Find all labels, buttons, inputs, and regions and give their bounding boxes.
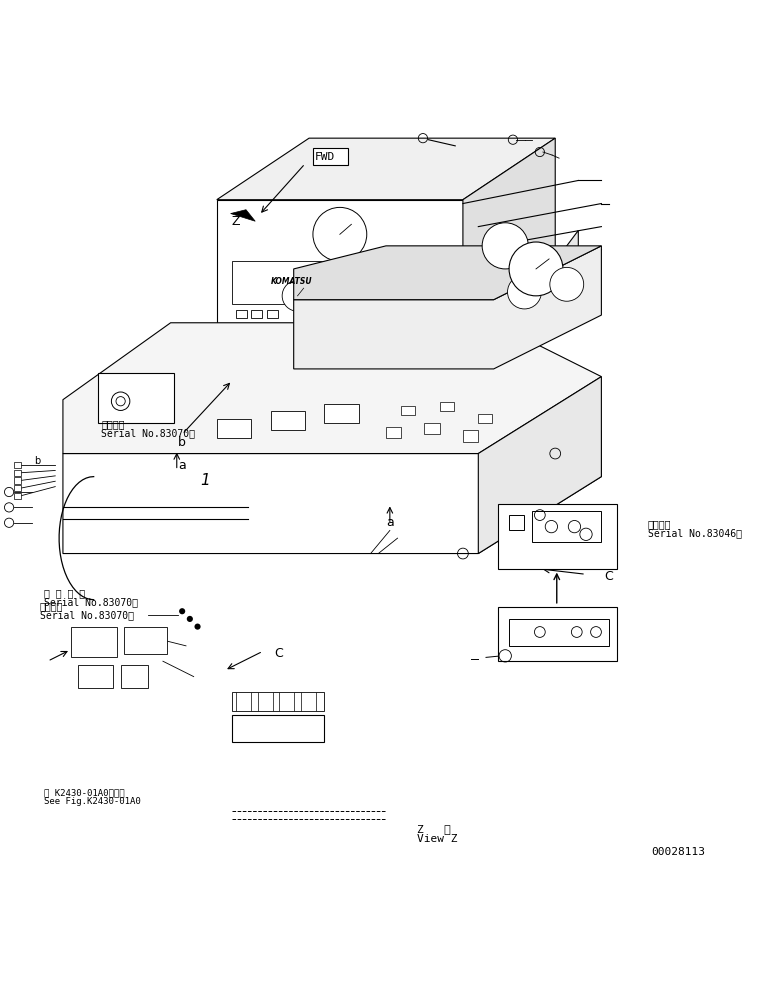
Text: C: C	[604, 570, 614, 584]
Bar	[70, 627, 117, 657]
Text: Z: Z	[232, 215, 240, 227]
Polygon shape	[479, 377, 601, 554]
Bar	[120, 665, 147, 688]
Text: 1: 1	[201, 473, 210, 488]
Polygon shape	[217, 200, 463, 323]
Bar	[425, 423, 440, 434]
Text: KOMATSU: KOMATSU	[271, 277, 312, 286]
Text: C: C	[274, 647, 283, 660]
Polygon shape	[463, 230, 578, 323]
Bar	[97, 373, 174, 423]
Polygon shape	[63, 323, 601, 454]
Text: 適用号機: 適用号機	[101, 419, 125, 429]
Polygon shape	[232, 261, 401, 303]
Text: 00028113: 00028113	[652, 847, 706, 857]
Bar	[236, 692, 252, 711]
Text: b: b	[34, 456, 40, 465]
Circle shape	[179, 608, 185, 614]
Circle shape	[195, 624, 201, 630]
Bar	[279, 692, 294, 711]
Text: a: a	[386, 517, 394, 529]
Bar	[386, 427, 401, 438]
Polygon shape	[293, 246, 601, 300]
Text: Serial No.83070～: Serial No.83070～	[40, 610, 134, 621]
Bar	[217, 419, 252, 438]
Bar	[267, 311, 278, 318]
Bar	[232, 692, 324, 711]
Text: FWD: FWD	[314, 153, 334, 162]
Bar	[271, 411, 305, 430]
Bar	[15, 462, 22, 468]
Text: See Fig.K2430-01A0: See Fig.K2430-01A0	[44, 797, 141, 806]
Circle shape	[282, 280, 313, 311]
Bar	[15, 469, 22, 476]
Circle shape	[509, 242, 563, 296]
Bar	[440, 402, 454, 411]
Bar	[78, 665, 113, 688]
Bar	[479, 413, 493, 423]
Text: Serial No.83070～: Serial No.83070～	[44, 597, 137, 607]
Circle shape	[507, 276, 541, 309]
Text: 適用号機: 適用号機	[40, 601, 63, 611]
Circle shape	[482, 222, 528, 269]
Bar	[232, 715, 324, 742]
Text: a: a	[178, 459, 186, 471]
Bar	[378, 318, 388, 325]
Bar	[313, 149, 347, 165]
Text: View Z: View Z	[417, 833, 457, 843]
Bar	[15, 477, 22, 483]
Polygon shape	[231, 210, 256, 221]
Bar	[15, 493, 22, 499]
Text: Z   視: Z 視	[417, 825, 451, 834]
Bar	[497, 607, 617, 661]
Polygon shape	[463, 138, 555, 323]
Circle shape	[313, 208, 367, 261]
Bar	[324, 403, 359, 423]
Bar	[15, 485, 22, 491]
Text: 第 K2430-01A0図参照: 第 K2430-01A0図参照	[44, 788, 124, 797]
Polygon shape	[217, 138, 555, 200]
Bar	[363, 307, 377, 318]
Text: 適用号機: 適用号機	[648, 519, 671, 529]
Circle shape	[187, 616, 193, 622]
Bar	[236, 311, 247, 318]
Bar	[258, 692, 273, 711]
Text: 適 用 号 機: 適 用 号 機	[44, 587, 85, 598]
Bar	[252, 311, 262, 318]
Bar	[463, 430, 479, 442]
Bar	[124, 627, 167, 653]
Text: Serial No.83070～: Serial No.83070～	[101, 428, 195, 438]
Text: Serial No.83046～: Serial No.83046～	[648, 528, 742, 538]
Bar	[401, 405, 415, 415]
Bar	[300, 692, 316, 711]
Polygon shape	[293, 246, 601, 369]
Bar	[497, 504, 617, 569]
Text: b: b	[178, 436, 186, 449]
Circle shape	[550, 268, 584, 301]
Polygon shape	[63, 430, 601, 554]
